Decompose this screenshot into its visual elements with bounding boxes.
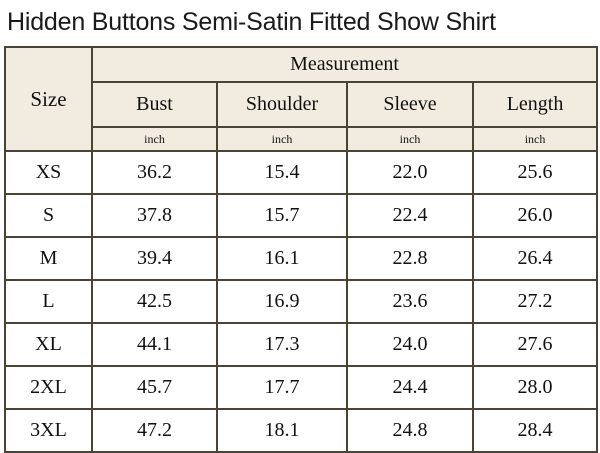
row-sleeve-value: 22.0 (346, 150, 474, 195)
unit-length: inch (471, 126, 599, 152)
row-bust-value: 42.5 (91, 279, 218, 324)
row-shoulder-value: 15.7 (216, 193, 348, 238)
table-header-row-group: Size Measurement (4, 46, 599, 152)
table-row: M 39.4 16.1 22.8 26.4 (4, 236, 599, 281)
row-sleeve-value: 22.8 (346, 236, 474, 281)
row-length-value: 26.4 (471, 236, 599, 281)
row-length-value: 27.6 (471, 322, 599, 367)
row-sleeve-value: 23.6 (346, 279, 474, 324)
table-header-row-columns: Bust Shoulder Sleeve Length (5, 81, 599, 128)
row-shoulder-value: 18.1 (216, 408, 348, 453)
row-shoulder-value: 16.9 (216, 279, 348, 324)
row-size: S (4, 193, 93, 238)
row-shoulder-value: 15.4 (216, 150, 348, 195)
row-sleeve-value: 24.4 (346, 365, 474, 410)
row-length-value: 27.2 (471, 279, 599, 324)
row-bust-value: 44.1 (91, 322, 218, 367)
table-row: L 42.5 16.9 23.6 27.2 (4, 279, 599, 324)
row-shoulder-value: 16.1 (216, 236, 348, 281)
row-bust-value: 36.2 (91, 150, 218, 195)
page-title: Hidden Buttons Semi-Satin Fitted Show Sh… (7, 8, 496, 36)
row-size: M (4, 236, 93, 281)
unit-bust: inch (91, 126, 218, 152)
row-bust-value: 47.2 (91, 408, 218, 453)
table-row: S 37.8 15.7 22.4 26.0 (4, 193, 599, 238)
row-sleeve-value: 22.4 (346, 193, 474, 238)
unit-shoulder: inch (216, 126, 348, 152)
table-row: 2XL 45.7 17.7 24.4 28.0 (4, 365, 599, 410)
row-size: XL (4, 322, 93, 367)
row-length-value: 26.0 (471, 193, 599, 238)
row-sleeve-value: 24.8 (346, 408, 474, 453)
row-size: L (4, 279, 93, 324)
row-length-value: 25.6 (471, 150, 599, 195)
header-size: Size (4, 46, 93, 152)
row-size: 2XL (4, 365, 93, 410)
unit-sleeve: inch (346, 126, 474, 152)
header-sleeve: Sleeve (346, 81, 474, 128)
row-length-value: 28.4 (471, 408, 599, 453)
header-bust: Bust (91, 81, 218, 128)
table-header-row-units: inch inch inch inch (5, 126, 599, 152)
row-shoulder-value: 17.7 (216, 365, 348, 410)
row-shoulder-value: 17.3 (216, 322, 348, 367)
table-row: XS 36.2 15.4 22.0 25.6 (4, 150, 599, 195)
size-chart-table: Size Measurement Bust Shoulder Sleeve Le… (4, 46, 599, 453)
table-row: XL 44.1 17.3 24.0 27.6 (4, 322, 599, 367)
row-bust-value: 45.7 (91, 365, 218, 410)
header-shoulder: Shoulder (216, 81, 348, 128)
row-length-value: 28.0 (471, 365, 599, 410)
table-row: 3XL 47.2 18.1 24.8 28.4 (4, 408, 599, 453)
header-measurement: Measurement (90, 46, 599, 83)
row-bust-value: 39.4 (91, 236, 218, 281)
header-length: Length (471, 81, 599, 128)
row-size: XS (4, 150, 93, 195)
row-size: 3XL (4, 408, 93, 453)
size-chart-container: Size Measurement Bust Shoulder Sleeve Le… (0, 46, 600, 453)
row-bust-value: 37.8 (91, 193, 218, 238)
row-sleeve-value: 24.0 (346, 322, 474, 367)
